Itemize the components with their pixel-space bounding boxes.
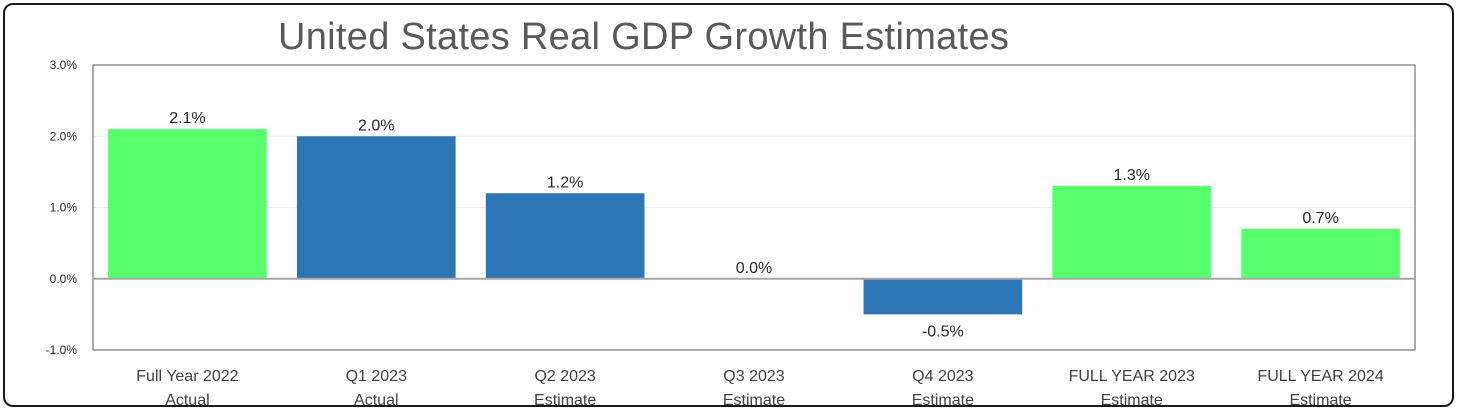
y-tick-label: -1.0% <box>46 343 78 357</box>
plot-area <box>92 64 1416 351</box>
x-tick-label: Q3 2023 <box>723 368 784 385</box>
bar <box>296 136 456 279</box>
x-tick-label: Actual <box>165 392 209 409</box>
bar <box>108 129 267 279</box>
data-label: 0.0% <box>736 260 772 277</box>
data-label: 2.1% <box>169 110 205 127</box>
data-label: 2.0% <box>358 117 394 134</box>
gridlines <box>93 135 1415 208</box>
x-tick-label: Estimate <box>1289 392 1351 409</box>
x-tick-label: Actual <box>354 392 398 409</box>
x-tick-label: Estimate <box>912 392 974 409</box>
x-tick-label: Full Year 2022 <box>136 368 238 385</box>
y-tick-label: 3.0% <box>50 58 78 72</box>
y-axis: -1.0% 0.0% 1.0% 2.0% 3.0% <box>46 58 78 357</box>
bars <box>108 129 1400 315</box>
x-tick-label: Estimate <box>723 392 785 409</box>
x-tick-label: Q2 2023 <box>534 368 595 385</box>
x-axis-categories: Full Year 2022 Actual Q1 2023 Actual Q2 2023… <box>136 368 1384 409</box>
x-tick-label: Estimate <box>1101 392 1163 409</box>
data-label: 0.7% <box>1302 210 1338 227</box>
data-labels: 2.1% 2.0% 1.2% 0.0% -0.5% 1.3% 0.7% <box>169 110 1339 340</box>
y-tick-label: 1.0% <box>50 201 78 215</box>
y-tick-label: 0.0% <box>50 272 78 286</box>
bar <box>863 278 1023 315</box>
x-tick-label: FULL YEAR 2023 <box>1069 368 1195 385</box>
x-tick-label: Q1 2023 <box>346 368 407 385</box>
chart-title: United States Real GDP Growth Estimates <box>278 16 1010 58</box>
data-label: 1.3% <box>1113 167 1149 184</box>
x-tick-label: Estimate <box>534 392 596 409</box>
x-tick-label: Q4 2023 <box>912 368 973 385</box>
x-tick-label: FULL YEAR 2024 <box>1257 368 1383 385</box>
data-label: 1.2% <box>547 174 583 191</box>
bar <box>485 193 645 279</box>
bar <box>1241 228 1400 279</box>
data-label: -0.5% <box>922 323 964 340</box>
y-tick-label: 2.0% <box>50 129 78 143</box>
bar <box>1052 186 1212 279</box>
